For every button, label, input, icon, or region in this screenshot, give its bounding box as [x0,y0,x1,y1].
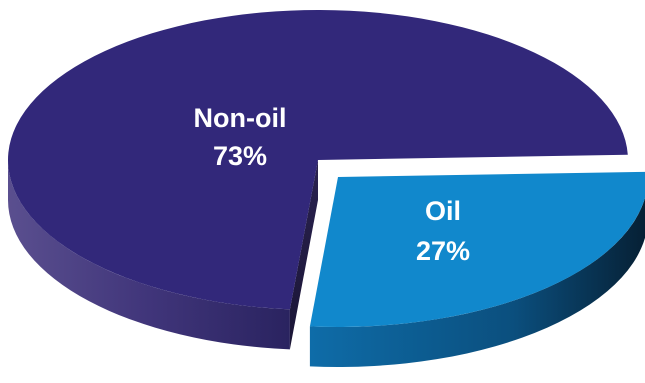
slice-label-non-oil: Non-oil [194,103,287,133]
slice-non-oil-top [7,10,628,310]
slice-non-oil-side [8,160,290,350]
slice-oil [309,171,645,368]
slice-non-oil-cut-face [289,160,318,350]
slice-oil-top [309,171,645,327]
slice-label-oil: Oil [425,196,461,226]
slice-non-oil [7,10,628,350]
slice-oil-side [309,197,645,368]
slice-value-non-oil: 73% [213,141,267,171]
slice-value-oil: 27% [416,236,470,266]
